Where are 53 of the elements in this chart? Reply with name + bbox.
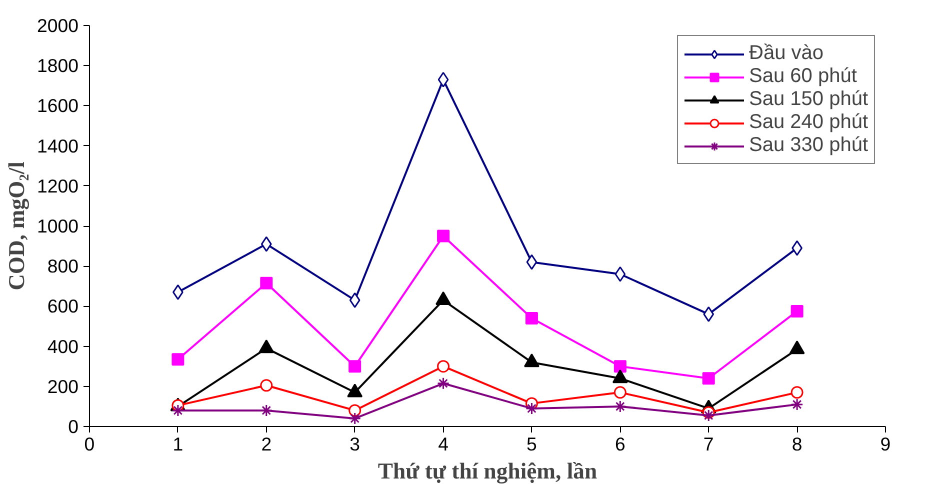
y-tick-label: 200: [47, 376, 79, 397]
y-tick-label: 1400: [36, 135, 79, 156]
y-tick-label: 600: [47, 296, 79, 317]
x-tick-label: 6: [614, 434, 626, 454]
point: [349, 292, 360, 308]
point: [437, 360, 450, 373]
x-tick-label: 2: [261, 434, 272, 454]
point: [348, 412, 362, 425]
legend-label: Sau 240 phút: [749, 111, 868, 134]
y-axis-title: COD, mgO₂/l: [4, 162, 29, 290]
point: [614, 360, 626, 373]
point: [438, 72, 449, 88]
point: [790, 386, 804, 399]
y-tick-label: 1000: [36, 216, 79, 236]
point: [348, 360, 362, 373]
y-tick-label: 1200: [36, 175, 79, 196]
y-tick-label: 1800: [36, 55, 79, 76]
x-axis-title: Thứ tự thí nghiệm, lần: [378, 458, 598, 484]
y-tick-label: 2000: [36, 15, 79, 36]
point: [702, 372, 715, 385]
y-tick-label: 800: [47, 256, 79, 277]
point: [525, 312, 538, 324]
x-tick-label: 8: [792, 434, 802, 454]
point: [790, 398, 804, 411]
x-tick-label: 7: [703, 434, 714, 454]
point: [260, 379, 273, 392]
x-tick-label: 9: [880, 434, 891, 454]
x-tick-label: 3: [350, 434, 360, 454]
x-tick-label: 5: [526, 434, 537, 454]
x-tick-label: 4: [438, 434, 448, 454]
point: [525, 402, 538, 415]
point: [437, 377, 450, 390]
x-tick-label: 1: [172, 434, 184, 454]
legend-label: Sau 150 phút: [749, 88, 868, 111]
point: [702, 409, 715, 422]
legend-label: Đầu vào: [749, 42, 824, 65]
point: [614, 266, 626, 282]
point: [526, 254, 538, 270]
y-tick-label: 0: [68, 416, 79, 437]
point: [437, 230, 450, 242]
y-tick-label: 1600: [36, 95, 79, 116]
point: [172, 353, 184, 366]
point: [614, 400, 626, 413]
point: [614, 386, 626, 399]
point: [703, 306, 714, 322]
point: [260, 276, 273, 290]
y-tick-label: 400: [47, 336, 79, 357]
legend-label: Sau 330 phút: [749, 134, 868, 157]
x-tick-label: 0: [84, 434, 95, 454]
point: [348, 404, 362, 417]
point: [790, 304, 804, 318]
point: [260, 236, 272, 252]
legend-label: Sau 60 phút: [749, 65, 857, 88]
